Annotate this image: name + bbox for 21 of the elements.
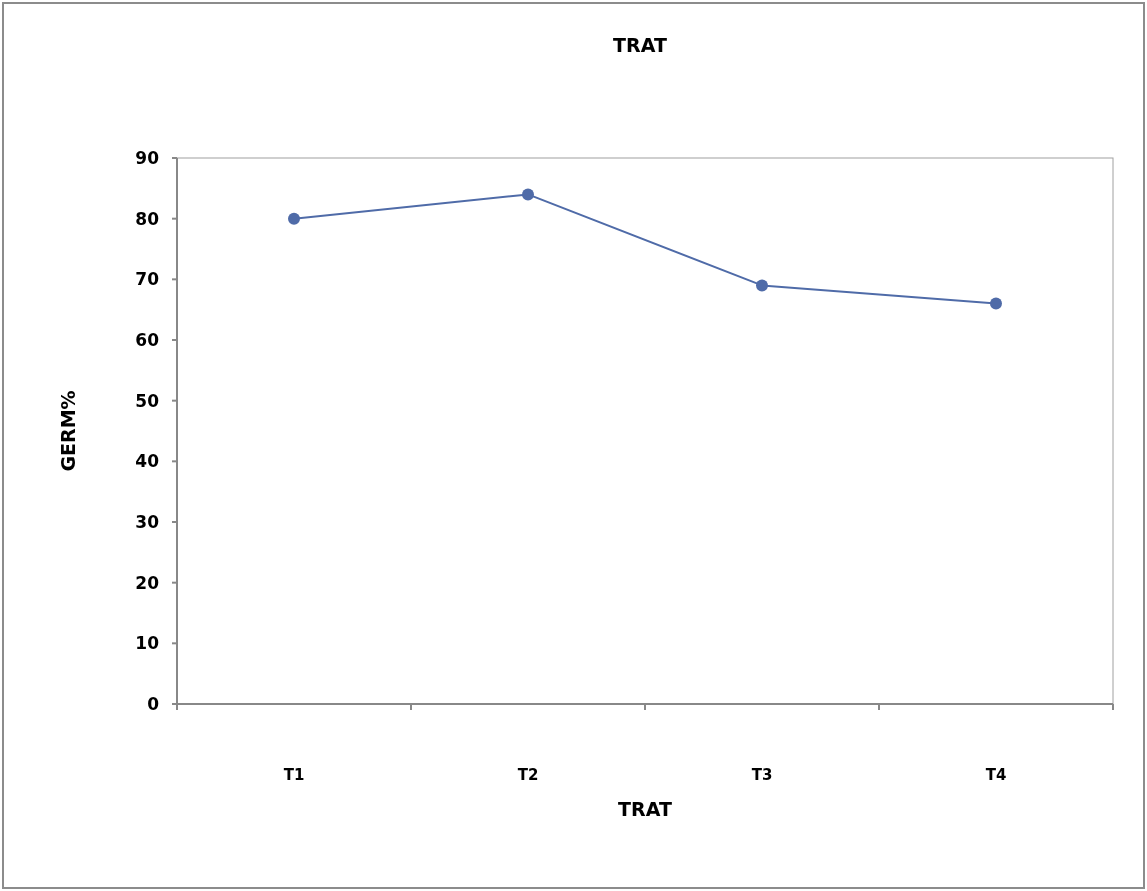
x-tick-label: T4	[985, 766, 1007, 784]
x-tick-label: T2	[517, 766, 539, 784]
chart-title: TRAT	[613, 34, 667, 56]
y-tick-label: 70	[135, 269, 160, 290]
y-tick-label: 20	[135, 572, 160, 593]
y-tick-label: 50	[135, 390, 160, 411]
point	[990, 297, 1002, 310]
x-tick-label: T3	[751, 766, 773, 784]
point	[522, 188, 534, 201]
y-tick-label: 40	[135, 451, 160, 472]
x-axis-title: TRAT	[618, 798, 672, 820]
y-tick-label: 10	[135, 633, 160, 654]
y-tick-label: 0	[147, 693, 160, 714]
x-tick-label: T1	[283, 766, 305, 784]
y-tick-label: 90	[135, 147, 160, 168]
point	[288, 212, 300, 225]
y-tick-label: 60	[135, 329, 160, 350]
point	[756, 279, 768, 292]
y-tick-label: 30	[135, 511, 160, 532]
y-axis-title: GERM%	[57, 390, 79, 472]
y-tick-label: 80	[135, 208, 160, 229]
